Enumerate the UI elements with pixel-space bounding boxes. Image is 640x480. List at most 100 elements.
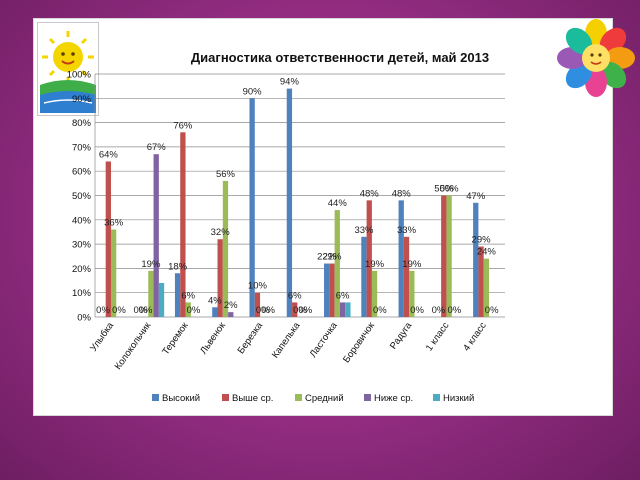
legend-label: Выше ср. (232, 393, 273, 404)
bar (105, 161, 111, 317)
data-label: 44% (328, 198, 348, 209)
legend-label: Ниже ср. (374, 393, 413, 404)
bars (105, 88, 490, 317)
category-label: Березка (236, 320, 266, 356)
data-label: 19% (365, 259, 385, 270)
legend-label: Низкий (443, 393, 474, 404)
y-tick-label: 30% (72, 240, 92, 251)
y-axis-ticks: 0% 10% 20% 30% 40% 50% 60% 70% 80% 90% 100% (67, 70, 92, 324)
data-label: 6% (336, 290, 350, 301)
data-label: 32% (211, 227, 231, 238)
data-label: 0% (261, 305, 275, 316)
data-label: 50% (440, 184, 460, 195)
bar (185, 302, 191, 317)
legend-label: Средний (305, 393, 344, 404)
bar (174, 273, 181, 317)
legend-item: Ниже ср. (364, 393, 413, 404)
legend-swatch (152, 394, 159, 401)
content-card (33, 18, 613, 416)
legend-swatch (433, 394, 440, 401)
data-label: 6% (181, 290, 195, 301)
data-label: 48% (360, 188, 380, 199)
data-label: 67% (147, 142, 167, 153)
bar (329, 263, 335, 317)
data-label: 29% (472, 235, 492, 246)
bar (473, 202, 479, 317)
bar (409, 270, 415, 317)
legend-swatch (295, 394, 302, 401)
legend-item: Низкий (433, 393, 474, 404)
bar (217, 239, 223, 317)
y-tick-label: 40% (72, 215, 92, 226)
bar (153, 154, 159, 317)
data-labels: 64%36%0% 0% 0%0%19%67%18%76%6%0%4%32%56%2%… (96, 77, 499, 316)
data-label: 64% (99, 149, 119, 160)
sun-logo-icon (37, 22, 99, 116)
bar (324, 263, 330, 317)
y-tick-label: 60% (72, 167, 92, 178)
bar (110, 229, 117, 317)
chart-title: Диагностика ответственности детей, май 2… (191, 50, 489, 65)
y-tick-label: 20% (72, 264, 92, 275)
bar (286, 88, 293, 317)
data-label: 90% (243, 86, 263, 97)
data-label: 24% (477, 247, 497, 258)
y-tick-label: 80% (72, 118, 92, 129)
category-label: Колокольчик (113, 320, 154, 372)
legend-label: Высокий (162, 393, 200, 404)
data-label: 18% (168, 261, 188, 272)
y-tick-label: 70% (72, 142, 92, 153)
data-label: 19% (141, 259, 161, 270)
category-label: Теремок (160, 320, 191, 357)
bar (334, 210, 340, 317)
category-label: 1 класс (424, 320, 452, 353)
data-label: 33% (354, 225, 374, 236)
data-label: 0% (410, 305, 424, 316)
data-label: 47% (466, 191, 486, 202)
bar (148, 270, 154, 317)
data-label: 0% (485, 305, 499, 316)
bar (292, 302, 298, 317)
bar (478, 246, 484, 317)
data-label: 0% (373, 305, 387, 316)
data-label: 56% (216, 169, 236, 180)
data-label: 50% (434, 184, 454, 195)
category-label: Улыбка (88, 320, 116, 354)
data-label: 4% (208, 295, 222, 306)
category-label: 4 класс (461, 320, 489, 353)
data-label: 76% (173, 120, 193, 131)
bar (180, 132, 186, 317)
bar (366, 200, 372, 317)
data-label: 0% (139, 305, 153, 316)
data-label: 6% (288, 290, 302, 301)
category-label: Львенок (198, 320, 228, 357)
data-label: 2% (224, 300, 238, 311)
category-label: Радуга (388, 320, 415, 352)
y-tick-label: 100% (67, 70, 92, 81)
bar (403, 236, 410, 317)
data-label: 0% (298, 305, 312, 316)
legend: Высокий Выше ср. Средний Ниже ср. Низкий (152, 393, 474, 404)
data-label: 19% (402, 259, 422, 270)
legend-swatch (222, 394, 229, 401)
data-label: 48% (392, 188, 412, 199)
data-label: 0% (432, 305, 446, 316)
category-label: Ласточка (308, 320, 340, 360)
category-label: Капелька (270, 320, 303, 361)
bar (371, 270, 378, 317)
data-label: 22% (322, 252, 342, 263)
y-tick-label: 0% (77, 313, 91, 324)
bar (361, 236, 367, 317)
data-label: 0% (293, 305, 307, 316)
bar (446, 195, 452, 317)
bar (345, 302, 351, 317)
data-label: 0% (448, 305, 462, 316)
legend-swatch (364, 394, 371, 401)
flower-decoration-icon (555, 18, 637, 102)
data-label: 0% (256, 305, 270, 316)
bar (249, 98, 255, 317)
data-label: 94% (280, 77, 300, 88)
y-tick-label: 50% (72, 191, 92, 202)
